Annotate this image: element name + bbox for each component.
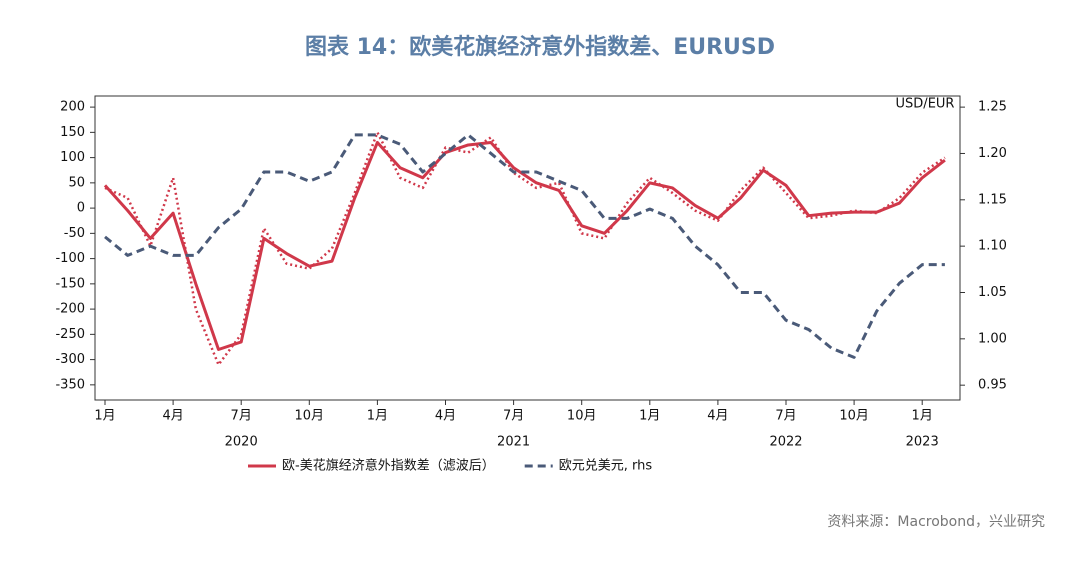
y-tick-label: 100 xyxy=(60,150,85,165)
year-label: 2021 xyxy=(497,435,530,450)
series-line xyxy=(103,140,946,352)
chart-title: 图表 14：欧美花旗经济意外指数差、EURUSD xyxy=(305,34,775,60)
x-tick-label: 7月 xyxy=(503,409,524,424)
x-tick-label: 10月 xyxy=(295,409,325,424)
legend-label: 欧-美花旗经济意外指数差（滤波后） xyxy=(282,458,495,474)
y-tick-label: 200 xyxy=(60,100,85,115)
x-tick-label: 10月 xyxy=(567,409,597,424)
y-tick-label: 50 xyxy=(68,175,85,190)
y2-tick-label: 1.10 xyxy=(978,239,1007,254)
x-tick-label: 7月 xyxy=(775,409,796,424)
y2-axis-label: USD/EUR xyxy=(896,97,955,112)
legend-label: 欧元兑美元, rhs xyxy=(559,459,653,474)
x-tick-label: 4月 xyxy=(435,409,456,424)
source: 资料来源：Macrobond，兴业研究 xyxy=(827,514,1045,530)
y2-tick-label: 1.00 xyxy=(978,331,1007,346)
y2-tick-label: 0.95 xyxy=(978,378,1007,393)
series-line xyxy=(104,131,946,366)
y2-tick-label: 1.05 xyxy=(978,285,1007,300)
y-tick-label: 0 xyxy=(77,201,85,216)
series-line xyxy=(104,133,945,359)
x-tick-label: 1月 xyxy=(639,409,660,424)
year-label: 2022 xyxy=(769,435,802,450)
y2-tick-label: 1.15 xyxy=(978,192,1007,207)
y-tick-label: -150 xyxy=(55,276,85,291)
y-tick-label: -50 xyxy=(64,226,85,241)
x-tick-label: 1月 xyxy=(367,409,388,424)
year-label: 2020 xyxy=(225,435,258,450)
x-tick-label: 4月 xyxy=(707,409,728,424)
y-tick-label: 150 xyxy=(60,125,85,140)
y2-tick-label: 1.25 xyxy=(978,100,1007,115)
x-tick-label: 1月 xyxy=(94,409,115,424)
year-label: 2023 xyxy=(906,435,939,450)
x-tick-label: 4月 xyxy=(162,409,183,424)
x-tick-label: 10月 xyxy=(839,409,869,424)
x-tick-label: 1月 xyxy=(912,409,933,424)
y-tick-label: -100 xyxy=(55,251,85,266)
y-tick-label: -300 xyxy=(55,352,85,367)
plot-frame xyxy=(94,95,961,401)
y-tick-label: -200 xyxy=(55,302,85,317)
y-tick-label: -250 xyxy=(55,327,85,342)
y2-tick-label: 1.20 xyxy=(978,146,1007,161)
x-tick-label: 7月 xyxy=(231,409,252,424)
y-tick-label: -350 xyxy=(55,377,85,392)
